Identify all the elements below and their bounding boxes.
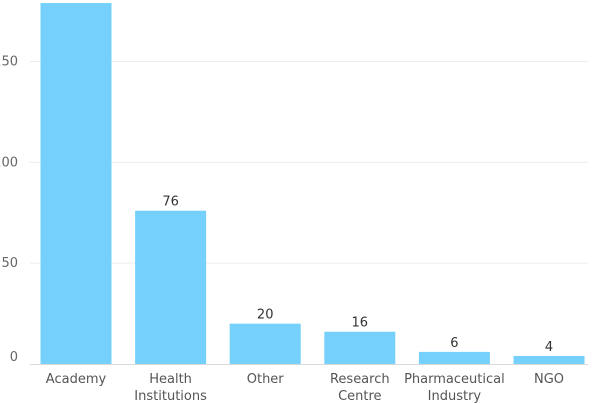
x-tick-label-line: NGO (534, 372, 564, 387)
gridlines (30, 61, 588, 264)
bar (135, 210, 207, 364)
y-axis: 0 50 100 150 (0, 55, 18, 366)
x-tick-label: Other (247, 372, 285, 387)
bar (418, 351, 490, 364)
x-tick-label: Research Centre (330, 372, 390, 403)
x-tick-label-line: Research (330, 372, 390, 387)
bar (229, 323, 301, 364)
x-tick-label-line: Health (149, 372, 192, 387)
x-tick-label-line: Other (247, 372, 285, 387)
data-labels: 179 76 20 16 6 4 (64, 0, 554, 355)
bars (40, 3, 585, 365)
data-label: 4 (545, 340, 553, 355)
x-tick-label-line: Pharmaceutical (404, 372, 505, 387)
x-tick-label: Pharmaceutical Industry (404, 372, 505, 403)
y-tick-label: 150 (0, 55, 18, 70)
y-tick-label: 50 (1, 256, 18, 271)
y-tick-label: 100 (0, 155, 18, 170)
data-label: 179 (64, 0, 89, 2)
data-label: 76 (162, 195, 179, 210)
x-tick-label-line: Centre (338, 389, 381, 403)
x-tick-label: Health Institutions (134, 372, 207, 403)
x-tick-label-line: Academy (46, 372, 107, 387)
data-label: 16 (352, 316, 369, 331)
data-label: 20 (257, 308, 274, 323)
bar (324, 331, 396, 364)
x-tick-label: Academy (46, 372, 107, 387)
x-tick-label-line: Industry (428, 389, 482, 403)
x-axis: Academy Health Institutions Other Research Ce… (30, 364, 588, 403)
bar (40, 3, 112, 365)
data-label: 6 (450, 336, 458, 351)
bar (513, 355, 585, 364)
x-tick-label: NGO (534, 372, 564, 387)
y-tick-label: 0 (10, 350, 18, 365)
x-tick-label-line: Institutions (134, 389, 207, 403)
